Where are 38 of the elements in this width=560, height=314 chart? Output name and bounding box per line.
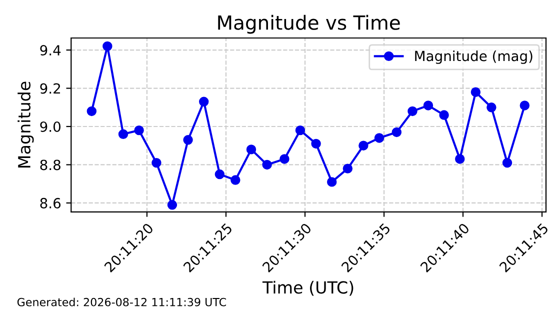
point: [295, 125, 306, 136]
point: [214, 169, 225, 180]
point: [408, 106, 418, 116]
point: [280, 154, 290, 164]
point: [342, 164, 353, 174]
point: [502, 158, 512, 168]
chart-title: Magnitude vs Time: [218, 14, 400, 34]
point: [262, 160, 272, 170]
point: [152, 158, 162, 168]
point: [439, 110, 449, 120]
y-tick-label: 8.8: [40, 160, 60, 170]
y-tick-label: 8.6: [40, 198, 61, 208]
point: [86, 106, 97, 116]
point: [470, 87, 481, 97]
y-tick-label: 9.4: [40, 45, 61, 56]
point: [520, 100, 530, 110]
point: [374, 133, 384, 143]
point: [118, 129, 128, 140]
point: [423, 100, 434, 110]
point: [455, 154, 465, 164]
point: [167, 200, 178, 210]
y-axis-title: Magnitude: [18, 82, 34, 168]
point: [246, 144, 256, 154]
y-tick-label: 9.2: [40, 83, 60, 94]
text: Generated: 2026-08-12 11:11:39 UTC: [17, 298, 226, 306]
point: [358, 140, 368, 150]
point: [183, 135, 193, 145]
point: [326, 177, 337, 187]
point: [102, 41, 112, 52]
point: [198, 96, 209, 107]
y-tick-label: 9.0: [40, 121, 60, 132]
legend-label: Magnitude (mag): [415, 50, 532, 64]
point: [486, 102, 496, 112]
point: [134, 125, 144, 136]
point: [311, 138, 321, 149]
x-axis-title: Time (UTC): [262, 280, 354, 296]
point: [230, 175, 240, 185]
point: [392, 127, 402, 138]
